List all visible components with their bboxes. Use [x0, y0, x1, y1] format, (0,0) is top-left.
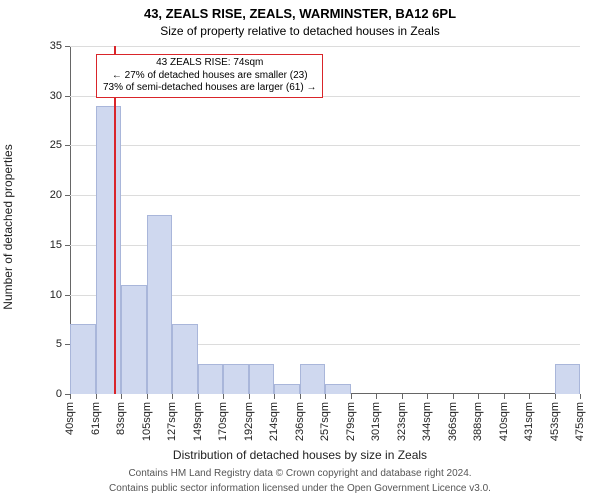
- histogram-bar: [70, 324, 96, 394]
- histogram-bar: [249, 364, 275, 394]
- x-tick-label: 192sqm: [243, 402, 255, 441]
- x-tick-label: 388sqm: [472, 402, 484, 441]
- x-tick-mark: [555, 394, 556, 399]
- x-tick-label: 40sqm: [64, 402, 76, 435]
- x-tick-mark: [172, 394, 173, 399]
- y-tick-label: 30: [50, 90, 70, 102]
- callout-line-2: ← 27% of detached houses are smaller (23…: [103, 70, 316, 83]
- x-tick-mark: [580, 394, 581, 399]
- x-tick-label: 149sqm: [192, 402, 204, 441]
- x-tick-label: 170sqm: [217, 402, 229, 441]
- x-tick-mark: [198, 394, 199, 399]
- grid-line: [70, 46, 580, 47]
- histogram-bar: [325, 384, 351, 394]
- histogram-bar: [223, 364, 249, 394]
- chart-title-main: 43, ZEALS RISE, ZEALS, WARMINSTER, BA12 …: [0, 6, 600, 21]
- x-tick-label: 323sqm: [396, 402, 408, 441]
- x-tick-label: 214sqm: [268, 402, 280, 441]
- x-tick-label: 301sqm: [370, 402, 382, 441]
- x-tick-mark: [249, 394, 250, 399]
- x-tick-mark: [351, 394, 352, 399]
- grid-line: [70, 195, 580, 196]
- x-tick-mark: [147, 394, 148, 399]
- x-tick-label: 236sqm: [294, 402, 306, 441]
- x-tick-mark: [453, 394, 454, 399]
- x-tick-label: 431sqm: [523, 402, 535, 441]
- x-tick-mark: [70, 394, 71, 399]
- x-tick-mark: [121, 394, 122, 399]
- plot-area: 0510152025303540sqm61sqm83sqm105sqm127sq…: [70, 46, 580, 394]
- histogram-bar: [555, 364, 581, 394]
- x-tick-label: 257sqm: [319, 402, 331, 441]
- x-tick-mark: [529, 394, 530, 399]
- callout-line-1: 43 ZEALS RISE: 74sqm: [103, 57, 316, 70]
- x-tick-label: 61sqm: [90, 402, 102, 435]
- histogram-bar: [96, 106, 122, 394]
- attribution-line-1: Contains HM Land Registry data © Crown c…: [0, 468, 600, 479]
- y-tick-label: 0: [56, 388, 70, 400]
- x-tick-mark: [427, 394, 428, 399]
- x-tick-label: 475sqm: [574, 402, 586, 441]
- histogram-bar: [121, 285, 147, 394]
- callout-line-3: 73% of semi-detached houses are larger (…: [103, 82, 316, 95]
- figure: 43, ZEALS RISE, ZEALS, WARMINSTER, BA12 …: [0, 0, 600, 500]
- x-tick-label: 410sqm: [498, 402, 510, 441]
- y-tick-label: 25: [50, 139, 70, 151]
- x-tick-label: 279sqm: [345, 402, 357, 441]
- x-tick-label: 127sqm: [166, 402, 178, 441]
- histogram-bar: [274, 384, 300, 394]
- x-tick-label: 453sqm: [549, 402, 561, 441]
- y-tick-label: 35: [50, 40, 70, 52]
- y-tick-label: 5: [56, 338, 70, 350]
- x-tick-mark: [96, 394, 97, 399]
- histogram-bar: [300, 364, 326, 394]
- histogram-bar: [198, 364, 224, 394]
- y-axis-label: Number of detached properties: [1, 127, 15, 327]
- x-tick-mark: [223, 394, 224, 399]
- chart-title-sub: Size of property relative to detached ho…: [0, 24, 600, 38]
- y-tick-label: 15: [50, 239, 70, 251]
- histogram-bar: [147, 215, 173, 394]
- x-axis-label: Distribution of detached houses by size …: [0, 448, 600, 462]
- x-tick-label: 83sqm: [115, 402, 127, 435]
- x-tick-label: 105sqm: [141, 402, 153, 441]
- x-tick-mark: [274, 394, 275, 399]
- x-tick-mark: [300, 394, 301, 399]
- y-tick-label: 10: [50, 289, 70, 301]
- x-tick-label: 366sqm: [447, 402, 459, 441]
- x-tick-mark: [325, 394, 326, 399]
- y-tick-label: 20: [50, 189, 70, 201]
- x-tick-label: 344sqm: [421, 402, 433, 441]
- reference-marker-line: [114, 46, 116, 394]
- marker-callout: 43 ZEALS RISE: 74sqm ← 27% of detached h…: [96, 54, 323, 98]
- attribution-line-2: Contains public sector information licen…: [0, 483, 600, 494]
- x-tick-mark: [402, 394, 403, 399]
- x-tick-mark: [376, 394, 377, 399]
- histogram-bar: [172, 324, 198, 394]
- grid-line: [70, 145, 580, 146]
- x-tick-mark: [478, 394, 479, 399]
- x-tick-mark: [504, 394, 505, 399]
